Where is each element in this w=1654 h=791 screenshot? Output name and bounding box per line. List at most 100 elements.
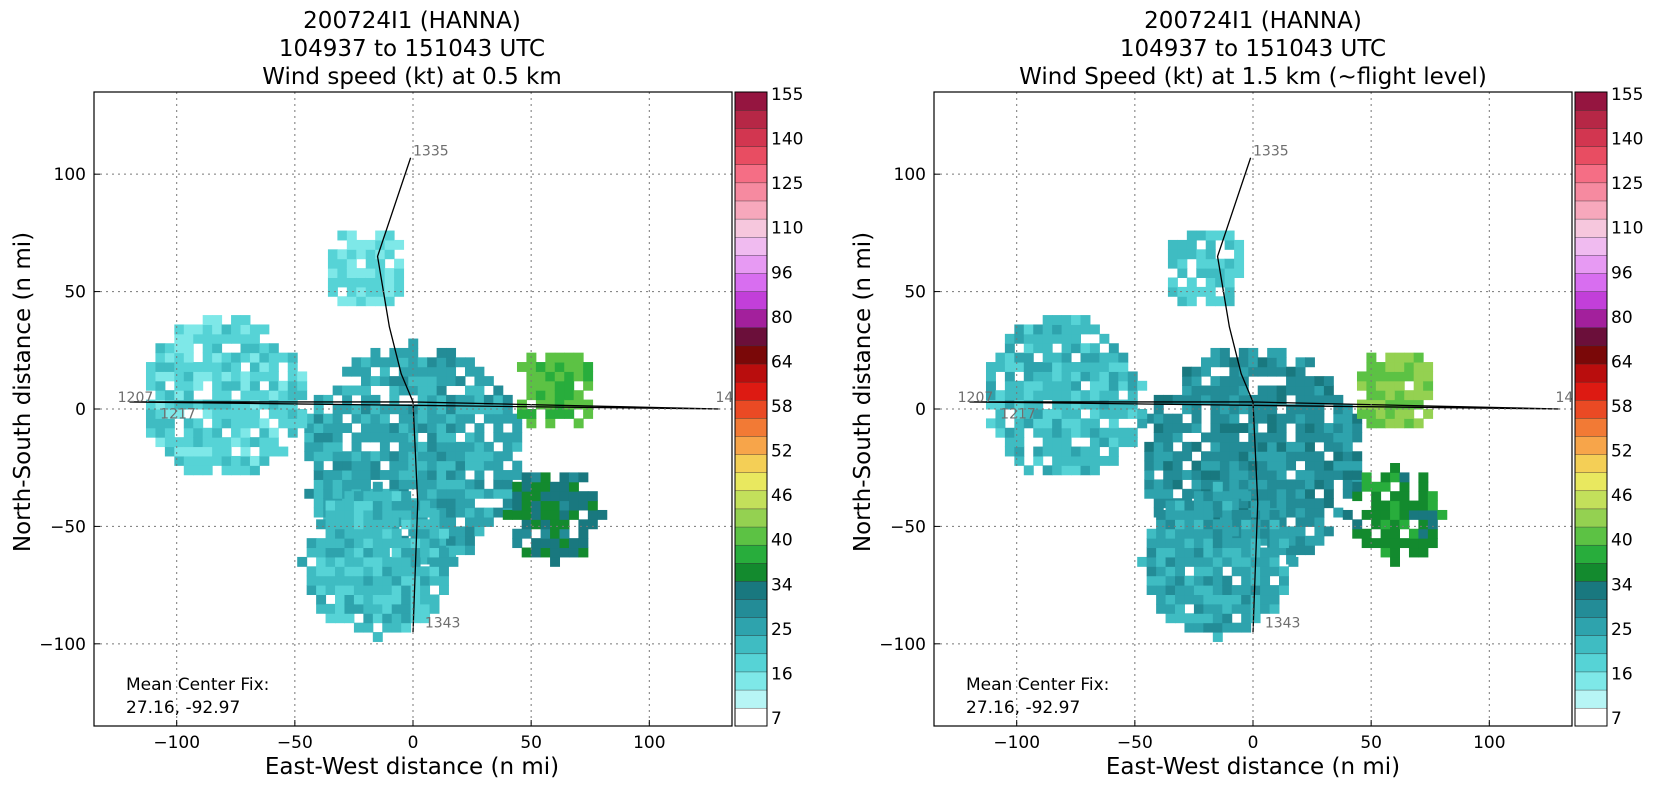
wind-cell xyxy=(1061,427,1072,438)
wind-cell xyxy=(1257,479,1268,490)
wind-cell xyxy=(174,371,185,382)
wind-cell xyxy=(417,488,428,499)
wind-cell xyxy=(287,371,298,382)
wind-cell xyxy=(1080,399,1091,410)
wind-cell xyxy=(1304,423,1315,433)
wind-cell xyxy=(1212,585,1223,596)
wind-cell xyxy=(1212,481,1223,492)
colorbar-segment xyxy=(1574,128,1608,147)
wind-cell xyxy=(1286,385,1297,396)
wind-cell xyxy=(370,413,381,424)
wind-cell xyxy=(1108,427,1119,438)
wind-cell xyxy=(1375,380,1386,391)
wind-cell xyxy=(1352,423,1363,433)
wind-cell xyxy=(240,455,251,466)
wind-cell xyxy=(164,409,175,419)
wind-cell xyxy=(1099,380,1110,391)
wind-cell xyxy=(389,347,400,358)
wind-cell xyxy=(212,427,223,438)
wind-cell xyxy=(1099,362,1110,372)
wind-cell xyxy=(1184,500,1195,511)
wind-cell xyxy=(316,519,327,530)
wind-cell xyxy=(1175,566,1185,577)
wind-cell xyxy=(455,488,466,499)
wind-cell xyxy=(327,277,338,288)
wind-cell xyxy=(1004,362,1015,372)
wind-cell xyxy=(394,239,405,250)
wind-cell xyxy=(1193,594,1204,605)
wind-cell xyxy=(1333,441,1344,452)
wind-cell xyxy=(391,594,402,605)
wind-cell xyxy=(578,519,589,530)
wind-cell xyxy=(1418,528,1429,539)
wind-cell xyxy=(1238,498,1249,509)
wind-cell xyxy=(1175,585,1185,596)
wind-cell xyxy=(1118,427,1129,438)
wind-cell xyxy=(212,399,223,410)
wind-cell xyxy=(429,538,440,549)
wind-cell xyxy=(344,585,355,596)
panel-left: 200724I1 (HANNA) 104937 to 151043 UTC Wi… xyxy=(10,8,803,780)
wind-cell xyxy=(379,357,390,368)
wind-cell xyxy=(446,470,457,480)
wind-cell xyxy=(1033,362,1044,372)
colorbar-tick-label: 96 xyxy=(771,263,793,283)
wind-cell xyxy=(1238,470,1249,480)
wind-cell xyxy=(1182,488,1193,499)
wind-cell xyxy=(1229,357,1240,368)
wind-cell xyxy=(1286,460,1297,471)
wind-cell xyxy=(1033,343,1044,354)
wind-cell xyxy=(1250,585,1261,596)
wind-cell xyxy=(353,556,364,567)
wind-cell xyxy=(212,324,223,335)
colorbar-segment xyxy=(734,562,768,582)
wind-cell xyxy=(249,324,260,335)
wind-cell xyxy=(382,538,393,549)
wind-cell xyxy=(1269,603,1280,614)
colorbar-tick-label: 140 xyxy=(1611,130,1643,150)
wind-cell xyxy=(335,594,345,605)
wind-cell xyxy=(483,376,494,387)
wind-cell xyxy=(1314,451,1325,462)
wind-cell xyxy=(212,343,223,354)
wind-cell xyxy=(1042,409,1053,419)
wind-cell xyxy=(231,427,242,438)
wind-cell xyxy=(417,479,428,490)
wind-cell xyxy=(408,470,419,480)
wind-cell xyxy=(1295,441,1306,452)
wind-cell xyxy=(335,519,345,530)
wind-cell xyxy=(429,594,440,605)
wind-cell xyxy=(155,409,166,419)
colorbar-tick-label: 7 xyxy=(771,709,782,729)
wind-cell xyxy=(1394,380,1405,391)
wind-cell xyxy=(1144,470,1155,480)
wind-cell xyxy=(384,268,395,279)
wind-cell xyxy=(583,409,594,419)
wind-cell xyxy=(474,451,485,462)
wind-cell xyxy=(1156,509,1167,520)
wind-cell xyxy=(363,613,374,624)
wind-cell xyxy=(436,460,447,471)
wind-cell xyxy=(259,324,270,335)
wind-cell xyxy=(1163,488,1174,499)
wind-cell xyxy=(268,427,279,438)
colorbar-tick-label: 46 xyxy=(1611,486,1633,506)
wind-cell xyxy=(568,538,579,549)
wind-cell xyxy=(325,509,336,520)
wind-cell xyxy=(474,366,485,377)
colorbar-tick-label: 64 xyxy=(771,352,793,372)
wind-cell xyxy=(1314,507,1325,518)
wind-cell xyxy=(1099,437,1110,448)
wind-cell xyxy=(995,427,1006,438)
wind-cell xyxy=(145,427,156,438)
wind-cell xyxy=(1033,380,1044,391)
wind-cell xyxy=(474,507,485,518)
wind-cell xyxy=(361,385,371,396)
wind-cell xyxy=(1175,556,1185,567)
wind-cell xyxy=(1267,347,1278,358)
wind-cell xyxy=(1260,500,1271,511)
wind-cell xyxy=(183,333,194,344)
wind-cell xyxy=(531,519,542,530)
wind-cell xyxy=(455,545,466,556)
wind-cell xyxy=(1229,479,1240,490)
